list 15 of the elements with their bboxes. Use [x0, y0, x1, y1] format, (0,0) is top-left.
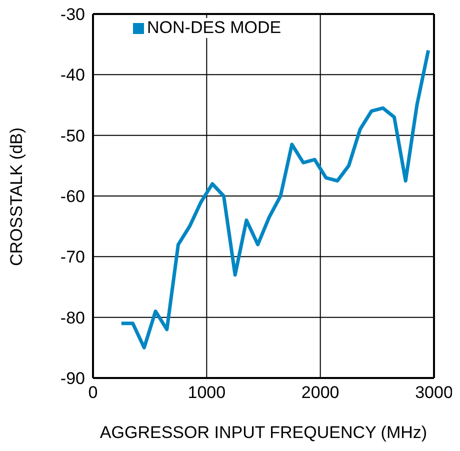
y-tick-label: -60 — [60, 187, 85, 206]
x-tick-label: 0 — [88, 383, 98, 402]
y-tick-label: -80 — [60, 308, 85, 328]
x-tick-label: 3000 — [415, 383, 453, 402]
x-tick-label: 1000 — [188, 383, 226, 402]
y-tick-label: -50 — [60, 126, 85, 146]
x-axis-title: AGGRESSOR INPUT FREQUENCY (MHz) — [100, 423, 428, 442]
x-tick-label: 2000 — [301, 383, 340, 402]
y-tick-label: -30 — [60, 5, 85, 24]
y-tick-label: -70 — [60, 248, 85, 267]
legend-label: NON-DES MODE — [147, 18, 282, 38]
line-series — [120, 48, 430, 350]
y-tick-label: -40 — [60, 66, 85, 85]
y-tick-label: -90 — [60, 369, 85, 388]
y-axis-title: CROSSTALK (dB) — [7, 127, 26, 266]
